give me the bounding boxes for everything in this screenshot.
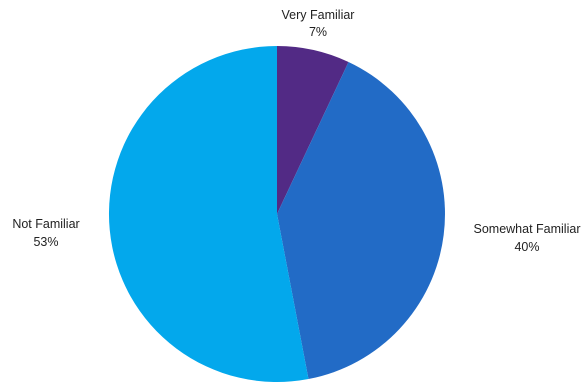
slice-somewhat-familiar [277, 61, 445, 380]
label-somewhat-familiar-value: 40% [514, 240, 539, 254]
label-somewhat-familiar-name: Somewhat Familiar [474, 222, 581, 236]
slice-very-familiar [277, 46, 349, 214]
pie-slices [108, 46, 445, 382]
label-very-familiar-name: Very Familiar [282, 8, 355, 22]
label-very-familiar-value: 7% [309, 25, 327, 39]
label-not-familiar-value: 53% [33, 235, 58, 249]
label-not-familiar-name: Not Familiar [12, 217, 79, 231]
slice-not-familiar [108, 46, 309, 382]
slice-labels: Very Familiar 7% Somewhat Familiar 40% N… [12, 8, 580, 254]
